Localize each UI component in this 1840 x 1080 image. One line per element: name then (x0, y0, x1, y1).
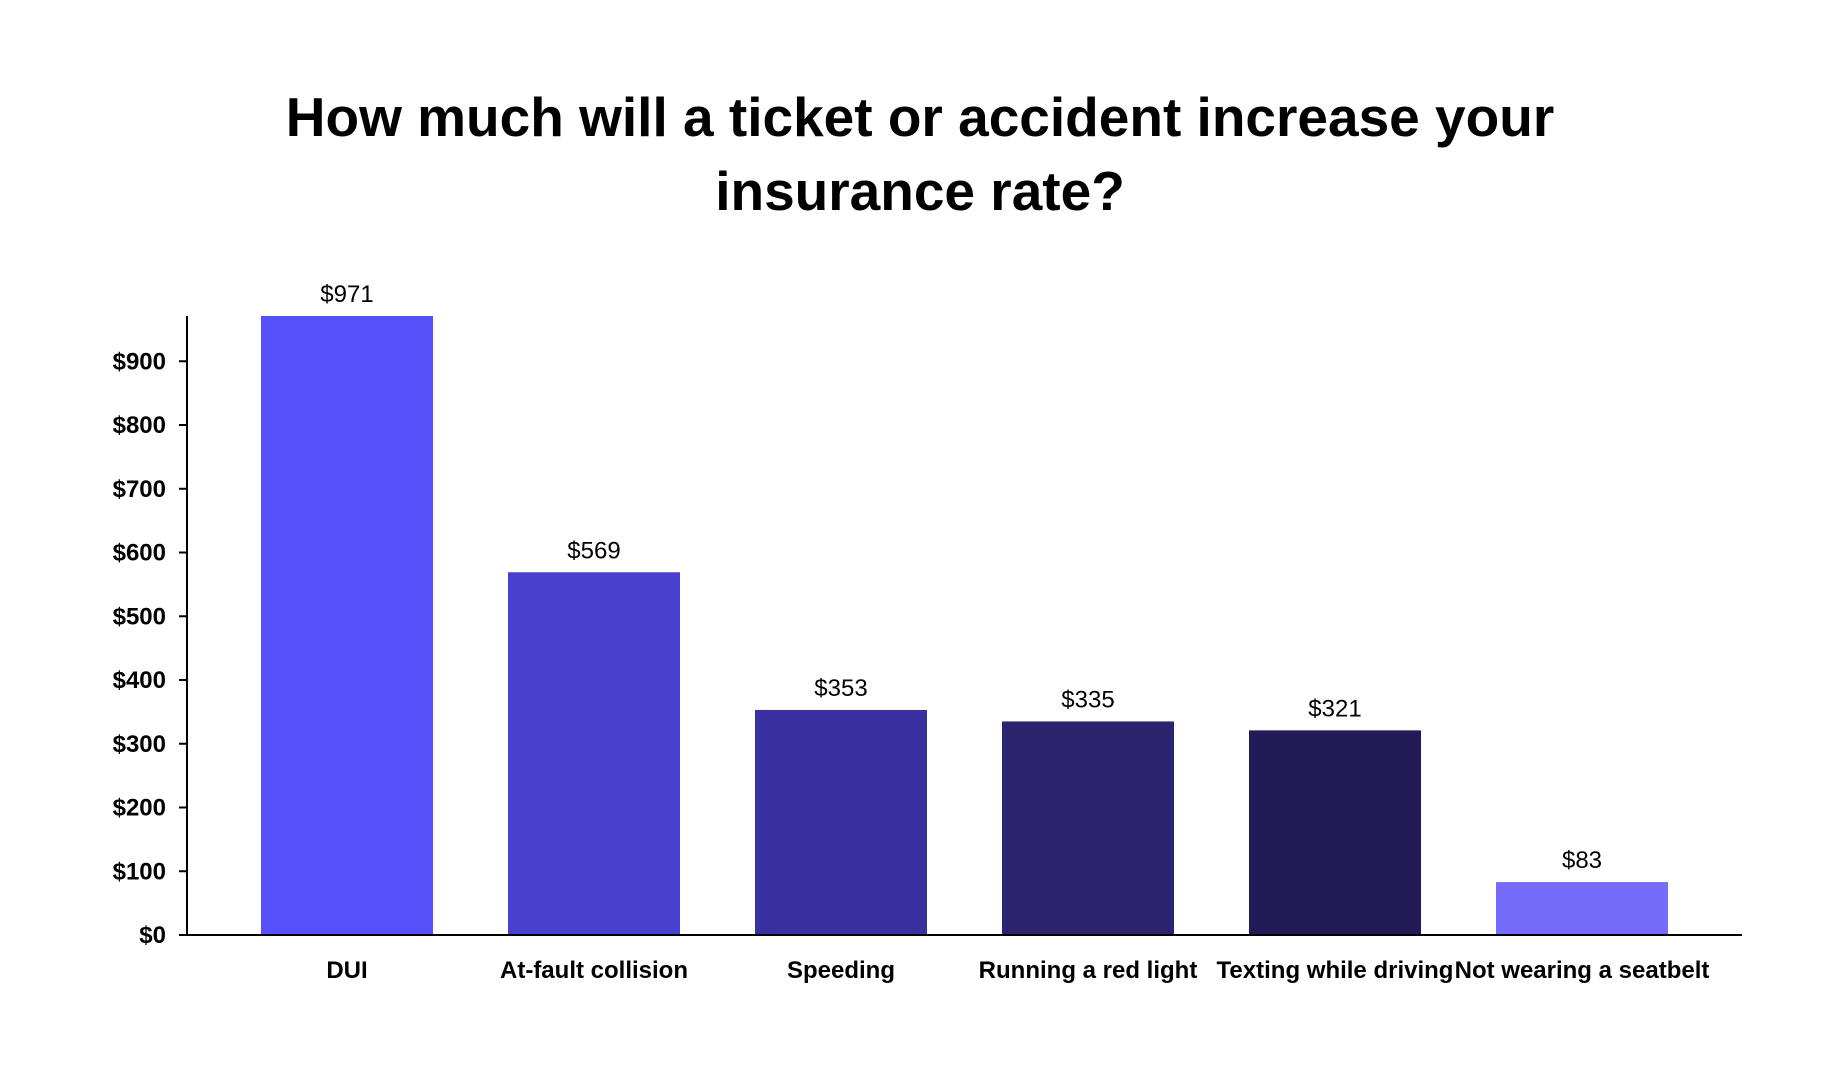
y-ticks-layer: $0 $100 $200 $300 $400 $500 $600 $700 $800 $900 (113, 348, 187, 949)
labels-layer: $971 DUI $569 At-fault collision $353 Speedin… (320, 281, 1709, 984)
bar-4 (1002, 721, 1174, 935)
x-tick-label-6: Not wearing a seatbelt (1455, 957, 1710, 984)
y-tick-label-6: $600 (113, 540, 166, 567)
x-tick-label-3: Speeding (787, 957, 895, 984)
x-tick-label-5: Texting while driving (1217, 957, 1454, 984)
bar-6 (1496, 882, 1668, 935)
data-label-1: $971 (320, 281, 373, 308)
y-tick-label-3: $300 (113, 731, 166, 758)
data-label-3: $353 (814, 675, 867, 702)
bar-3 (755, 709, 927, 935)
x-tick-label-1: DUI (326, 957, 367, 984)
data-label-2: $569 (567, 537, 620, 564)
y-tick-label-8: $800 (113, 412, 166, 439)
data-label-5: $321 (1308, 695, 1361, 722)
y-tick-label-2: $200 (113, 795, 166, 822)
bar-1 (261, 316, 433, 935)
chart-title: How much will a ticket or accident incre… (285, 86, 1555, 222)
x-tick-label-2: At-fault collision (500, 957, 688, 984)
x-tick-label-4: Running a red light (979, 957, 1198, 984)
bar-2 (508, 572, 680, 935)
y-tick-label-5: $500 (113, 603, 166, 630)
y-tick-label-4: $400 (113, 667, 166, 694)
y-tick-label-7: $700 (113, 476, 166, 503)
data-label-4: $335 (1061, 686, 1114, 713)
y-tick-label-1: $100 (113, 858, 166, 885)
data-label-6: $83 (1562, 847, 1602, 874)
y-tick-label-0: $0 (139, 922, 166, 949)
bars-layer (261, 316, 1668, 935)
bar-5 (1249, 730, 1421, 935)
y-tick-label-9: $900 (113, 348, 166, 375)
